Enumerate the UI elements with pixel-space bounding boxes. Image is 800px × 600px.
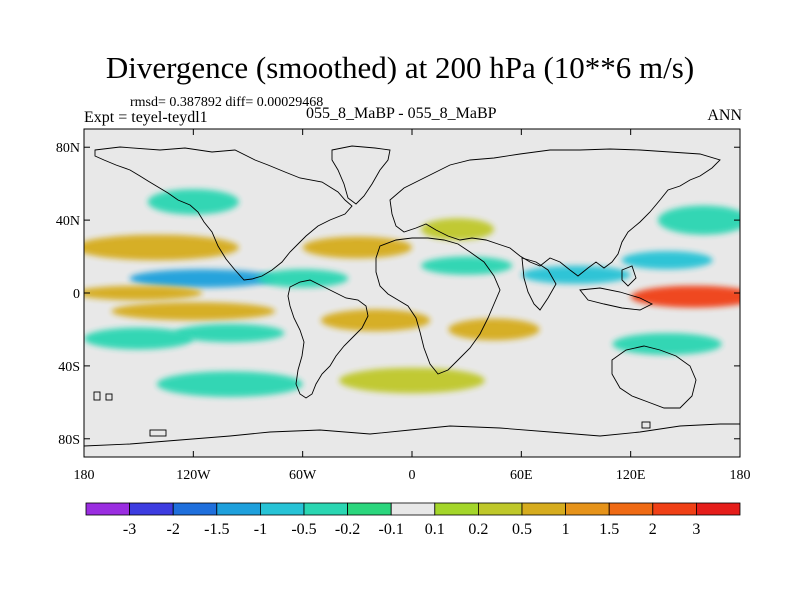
y-tick-label: 80N bbox=[56, 141, 80, 156]
field-blob bbox=[630, 285, 740, 308]
y-tick-label: 40S bbox=[58, 360, 80, 375]
colorbar-swatch bbox=[477, 502, 523, 516]
island bbox=[641, 421, 651, 429]
field-blob bbox=[84, 234, 239, 261]
x-tick-label: 180 bbox=[730, 468, 751, 483]
colorbar-label: 3 bbox=[692, 521, 700, 538]
island bbox=[105, 393, 113, 401]
chart-title: Divergence (smoothed) at 200 hPa (10**6 … bbox=[105, 50, 695, 85]
field-blob bbox=[339, 367, 485, 394]
coastline-south-america bbox=[287, 279, 369, 399]
y-tick-label: 40N bbox=[56, 214, 80, 229]
colorbar-label: -1.5 bbox=[204, 521, 229, 538]
colorbar-swatch bbox=[565, 502, 610, 516]
colorbar-swatch bbox=[347, 502, 392, 516]
coastline-antarctica bbox=[84, 423, 740, 447]
colorbar-label: -0.2 bbox=[335, 521, 360, 538]
colorbar-swatch bbox=[85, 502, 130, 516]
coastline-australia bbox=[611, 345, 697, 409]
colorbar-swatch bbox=[652, 502, 697, 516]
field-blob bbox=[84, 285, 203, 301]
colorbar-label: 1 bbox=[562, 521, 570, 538]
colorbar-swatch bbox=[259, 502, 305, 516]
coastline-africa bbox=[375, 237, 501, 375]
colorbar-label: -0.5 bbox=[291, 521, 316, 538]
colorbar-label: 2 bbox=[649, 521, 657, 538]
x-tick-label: 60W bbox=[289, 468, 317, 483]
colorbar-label: -2 bbox=[167, 521, 180, 538]
colorbar-swatch bbox=[216, 502, 261, 516]
field-blob bbox=[421, 256, 513, 275]
colorbar-swatch bbox=[521, 502, 566, 516]
x-tick-label: 120E bbox=[616, 468, 646, 483]
coastline-india bbox=[521, 257, 557, 311]
colorbar-swatch bbox=[390, 502, 436, 516]
x-tick-label: 180 bbox=[74, 468, 95, 483]
coastline-maritime bbox=[579, 287, 654, 311]
colorbar-label: -0.1 bbox=[379, 521, 404, 538]
x-tick-label: 120W bbox=[176, 468, 211, 483]
colorbar-swatch bbox=[696, 502, 741, 516]
field-blob bbox=[156, 371, 303, 397]
coastline-north-america bbox=[94, 146, 353, 281]
colorbar-swatch bbox=[129, 502, 174, 516]
field-blob bbox=[111, 302, 276, 321]
x-tick-label: 0 bbox=[409, 468, 416, 483]
colorbar-swatch bbox=[434, 502, 479, 516]
coastline-eurasia bbox=[389, 148, 721, 277]
colorbar-label: -1 bbox=[254, 521, 267, 538]
colorbar-label: 0.2 bbox=[468, 521, 488, 538]
field-blob bbox=[175, 323, 285, 343]
y-tick-label: 0 bbox=[73, 287, 80, 302]
y-tick-label: 80S bbox=[58, 433, 80, 448]
axes: 180 120W 60W 0 60E 120E 180 80N 40N 0 40S 80S bbox=[56, 129, 751, 483]
field-blob bbox=[421, 218, 494, 241]
field-blob bbox=[302, 236, 413, 259]
case-label: 055_8_MaBP - 055_8_MaBP bbox=[306, 105, 497, 122]
island bbox=[149, 429, 167, 437]
colorbar-label: 1.5 bbox=[599, 521, 619, 538]
field-blob bbox=[621, 251, 713, 270]
colorbar: -3 -2 -1.5 -1 -0.5 -0.2 -0.1 0.1 0.2 0.5 1 1.5 2 3 bbox=[85, 502, 741, 538]
colorbar-swatch bbox=[303, 502, 348, 516]
colorbar-label: 0.1 bbox=[425, 521, 445, 538]
field-blob bbox=[612, 333, 722, 355]
coastlines bbox=[84, 145, 740, 447]
field-blob bbox=[658, 205, 740, 235]
divergence-field bbox=[84, 189, 740, 397]
colorbar-label: 0.5 bbox=[512, 521, 532, 538]
field-blob bbox=[84, 327, 194, 350]
experiment-label: Expt = teyel-teydl1 bbox=[84, 109, 208, 126]
stats-label: rmsd= 0.387892 diff= 0.00029468 bbox=[130, 95, 324, 110]
season-label: ANN bbox=[707, 107, 742, 124]
field-blob bbox=[257, 269, 349, 288]
field-blob bbox=[147, 189, 239, 215]
colorbar-label: -3 bbox=[123, 521, 136, 538]
coastline-greenland bbox=[331, 145, 391, 205]
x-tick-label: 60E bbox=[510, 468, 533, 483]
coastline-japan bbox=[621, 265, 637, 287]
field-blob bbox=[448, 318, 540, 341]
field-blob bbox=[320, 309, 431, 332]
island bbox=[93, 391, 101, 401]
colorbar-swatch bbox=[608, 502, 654, 516]
colorbar-swatch bbox=[172, 502, 218, 516]
